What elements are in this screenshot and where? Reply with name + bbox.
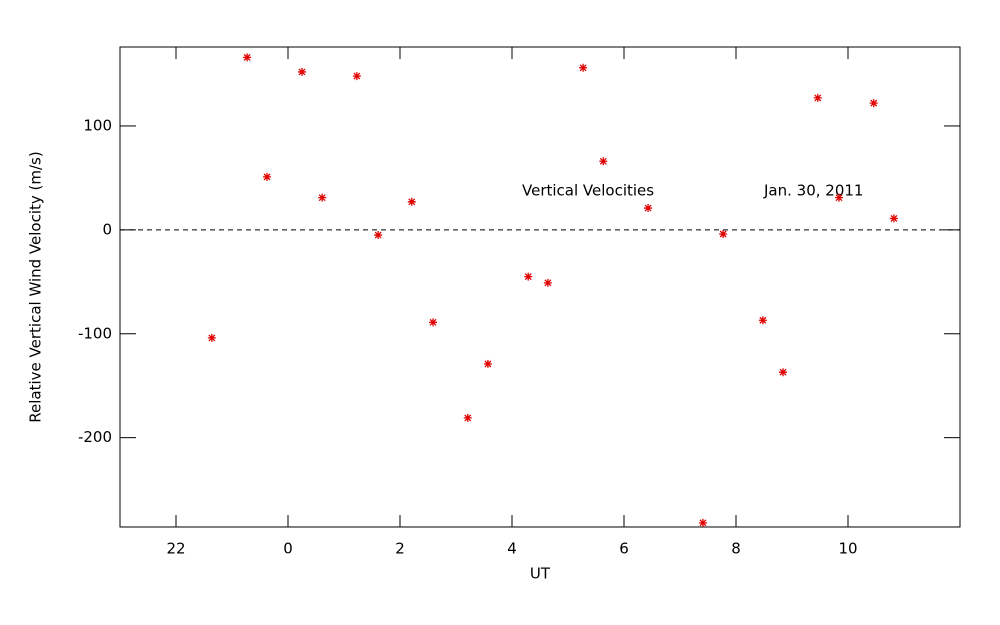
point bbox=[698, 518, 707, 527]
point bbox=[869, 99, 878, 108]
annotation: Vertical Velocities bbox=[522, 182, 654, 200]
point bbox=[644, 204, 653, 213]
annotation: Jan. 30, 2011 bbox=[763, 182, 863, 200]
point bbox=[483, 359, 492, 368]
point bbox=[719, 230, 728, 239]
y-tick-label: -100 bbox=[78, 324, 112, 342]
x-tick-label: 4 bbox=[507, 540, 517, 558]
x-tick-label: 10 bbox=[838, 540, 857, 558]
y-tick-label: 0 bbox=[102, 220, 112, 238]
x-tick-label: 6 bbox=[619, 540, 629, 558]
point bbox=[813, 93, 822, 102]
plot-frame bbox=[119, 46, 961, 528]
y-axis-label: Relative Vertical Wind Velocity (m/s) bbox=[27, 151, 45, 422]
point bbox=[318, 193, 327, 202]
point bbox=[374, 231, 383, 240]
x-tick-label: 2 bbox=[395, 540, 405, 558]
point bbox=[779, 368, 788, 377]
point bbox=[407, 197, 416, 206]
point bbox=[429, 318, 438, 327]
point bbox=[463, 413, 472, 422]
point bbox=[835, 193, 844, 202]
x-tick-label: 8 bbox=[731, 540, 741, 558]
point bbox=[579, 63, 588, 72]
point bbox=[243, 53, 252, 62]
point bbox=[263, 172, 271, 181]
point bbox=[599, 157, 608, 166]
y-tick-label: -200 bbox=[78, 428, 112, 446]
point bbox=[758, 316, 767, 325]
point bbox=[298, 67, 306, 76]
y-tick-label: 100 bbox=[83, 116, 112, 134]
point bbox=[352, 72, 361, 81]
point bbox=[889, 214, 898, 223]
x-tick-label: 22 bbox=[166, 540, 185, 558]
point bbox=[207, 333, 216, 342]
x-axis-label: UT bbox=[530, 565, 551, 583]
point bbox=[543, 278, 552, 287]
point bbox=[524, 272, 533, 281]
x-tick-label: 0 bbox=[283, 540, 293, 558]
